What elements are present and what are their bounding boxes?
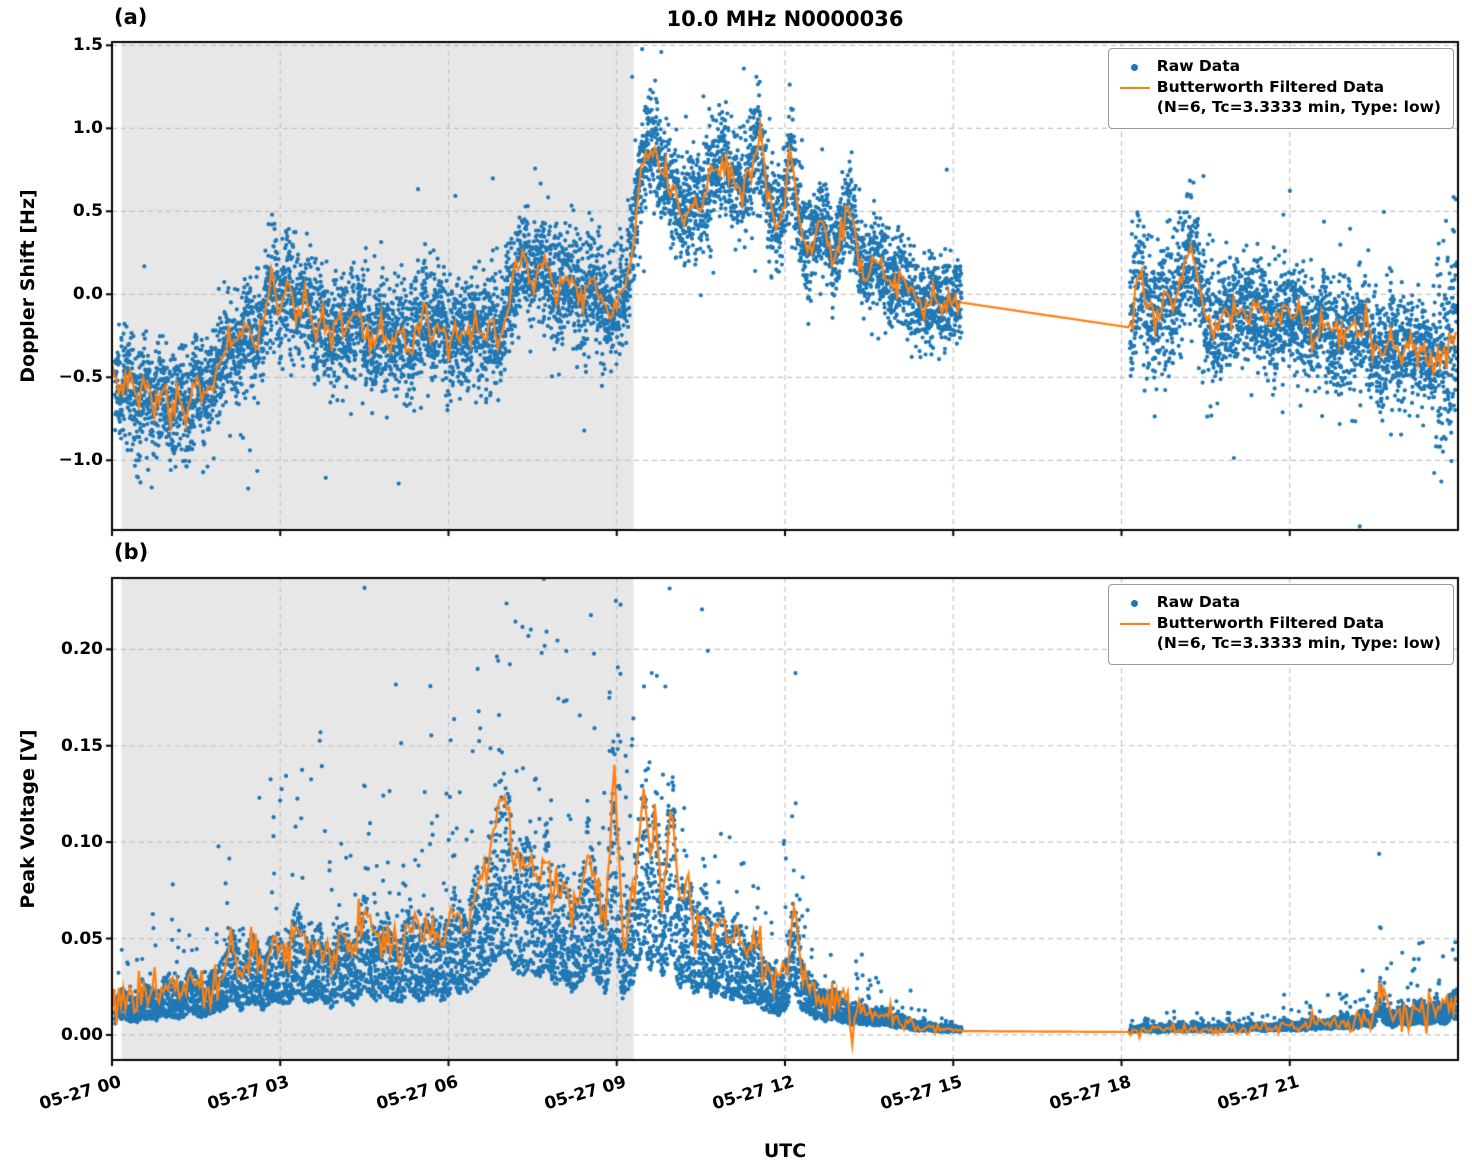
y-tick-label: 1.0 (72, 118, 103, 139)
legend-filtered-line2: (N=6, Tc=3.3333 min, Type: low) (1156, 633, 1441, 652)
y-tick-label: −1.0 (58, 450, 103, 471)
legend-raw-entry: Raw Data (1117, 57, 1441, 77)
chart-title: 10.0 MHz N0000036 (666, 7, 904, 31)
legend-raw-label: Raw Data (1156, 57, 1241, 75)
panel-a-label: (a) (114, 5, 148, 29)
legend-filtered-line2: (N=6, Tc=3.3333 min, Type: low) (1156, 97, 1441, 116)
legend-filtered-entry: Butterworth Filtered Data (N=6, Tc=3.3333… (1117, 614, 1441, 654)
y-tick-label: 0.00 (61, 1024, 103, 1045)
legend-filtered-label: Butterworth Filtered Data (N=6, Tc=3.3333… (1153, 78, 1441, 118)
y-tick-label: 0.15 (61, 735, 103, 756)
y-axis-label-doppler: Doppler Shift [Hz] (17, 189, 39, 383)
legend-filtered-entry: Butterworth Filtered Data (N=6, Tc=3.3333… (1117, 78, 1441, 118)
raw-data-dot-marker (1117, 593, 1153, 613)
y-tick-label: 0.10 (61, 832, 103, 853)
y-tick-label: −0.5 (58, 367, 103, 388)
filtered-line-marker (1117, 614, 1153, 634)
y-tick-label: 1.5 (72, 35, 103, 56)
legend-filtered-line1: Butterworth Filtered Data (1156, 78, 1385, 96)
y-tick-label: 0.5 (72, 201, 103, 222)
legend-panel-a: Raw Data Butterworth Filtered Data (N=6, … (1107, 48, 1454, 129)
y-tick-label: 0.20 (61, 639, 103, 660)
legend-filtered-line1: Butterworth Filtered Data (1156, 614, 1385, 632)
legend-raw-label: Raw Data (1156, 593, 1241, 611)
raw-data-dot-marker (1117, 57, 1153, 77)
legend-filtered-label: Butterworth Filtered Data (N=6, Tc=3.3333… (1153, 614, 1441, 654)
legend-raw-entry: Raw Data (1117, 593, 1441, 613)
x-axis-label: UTC (763, 1140, 807, 1162)
panel-b-label: (b) (114, 540, 149, 564)
y-tick-label: 0.05 (61, 928, 103, 949)
legend-panel-b: Raw Data Butterworth Filtered Data (N=6, … (1107, 584, 1454, 665)
filtered-line-marker (1117, 78, 1153, 98)
y-axis-label-voltage: Peak Voltage [V] (17, 729, 39, 909)
y-tick-label: 0.0 (72, 284, 103, 305)
